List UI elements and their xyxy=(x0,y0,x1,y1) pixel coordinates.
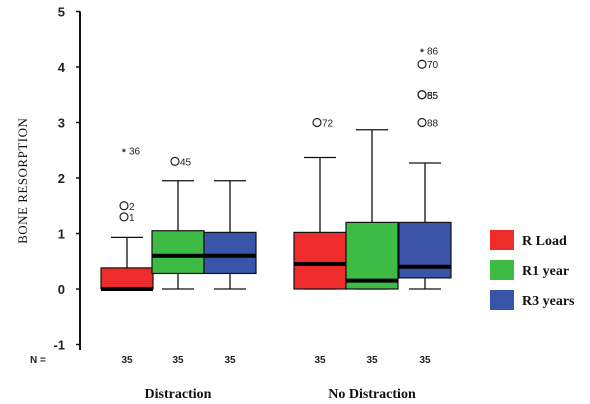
outlier-label: 72 xyxy=(322,119,334,130)
box-4 xyxy=(345,129,399,290)
y-tick-label: 5 xyxy=(58,5,65,20)
box-1: 45 xyxy=(151,156,205,290)
legend: R Load R1 year R3 years xyxy=(490,230,575,310)
outlier-label: 36 xyxy=(129,146,141,157)
outlier-label: 1 xyxy=(129,213,135,224)
group-label: Distraction xyxy=(145,387,212,402)
outlier-label: 2 xyxy=(129,202,135,213)
outlier-marker xyxy=(119,212,129,222)
box-iqr xyxy=(293,231,347,290)
outlier-label: 55 xyxy=(427,91,439,102)
outlier-label: 85 xyxy=(427,91,439,102)
legend-swatch xyxy=(490,230,514,250)
legend-swatch xyxy=(490,260,514,280)
outlier-marker xyxy=(170,156,180,166)
n-label: N = xyxy=(30,355,46,366)
outlier-marker xyxy=(417,117,427,128)
y-tick-label: -1 xyxy=(53,338,65,353)
extreme-marker: * xyxy=(420,47,424,58)
axes: -1 0 1 2 3 4 5 xyxy=(53,5,81,353)
outlier-label: 86 xyxy=(427,46,439,57)
outlier-label: 88 xyxy=(427,119,439,130)
labels: BONE RESORPTION N = 35 35 35 35 35 35 Distractio… xyxy=(15,118,431,402)
y-tick-label: 1 xyxy=(58,227,65,242)
y-tick-label: 3 xyxy=(58,116,65,131)
legend-label: R1 year xyxy=(522,264,569,279)
n-count: 35 xyxy=(419,355,431,366)
box-2 xyxy=(203,180,257,290)
outlier-marker xyxy=(312,117,322,128)
box-iqr xyxy=(398,221,452,279)
box-3: 72 xyxy=(293,117,347,290)
box-iqr xyxy=(203,231,257,275)
legend-label: R Load xyxy=(522,234,567,249)
n-count: 35 xyxy=(172,355,184,366)
extreme-marker: * xyxy=(122,147,126,158)
group-label: No Distraction xyxy=(328,387,416,402)
outlier-label: 70 xyxy=(427,60,439,71)
outlier-marker xyxy=(417,90,427,100)
box-0: 21 * 36 xyxy=(100,146,154,291)
legend-swatch xyxy=(490,290,514,310)
box-iqr xyxy=(100,267,154,290)
legend-label: R3 years xyxy=(522,294,575,309)
box-iqr xyxy=(345,221,399,290)
y-tick-label: 0 xyxy=(58,282,65,297)
outlier-marker xyxy=(417,59,427,69)
n-count: 35 xyxy=(224,355,236,366)
box-iqr xyxy=(151,230,205,275)
outlier-label: 45 xyxy=(180,157,192,168)
n-count: 35 xyxy=(366,355,378,366)
y-tick-label: 4 xyxy=(58,60,66,75)
n-count: 35 xyxy=(314,355,326,366)
y-tick-label: 2 xyxy=(58,171,65,186)
y-axis-label: BONE RESORPTION xyxy=(15,118,30,244)
n-count: 35 xyxy=(121,355,133,366)
outlier-marker xyxy=(119,201,129,211)
